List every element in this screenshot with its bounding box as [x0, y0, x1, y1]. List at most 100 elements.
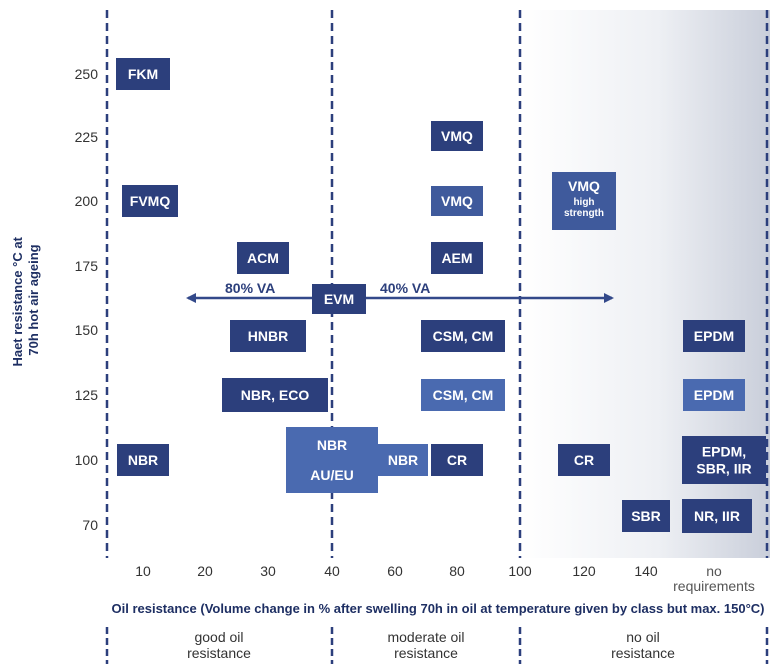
material-box: FKM — [116, 58, 170, 90]
material-label: VMQ — [441, 193, 473, 209]
x-tick-label: 100 — [508, 563, 532, 579]
material-box-rect — [116, 58, 170, 90]
zone-dividers-bottom — [105, 627, 769, 664]
x-tick-label: 20 — [197, 563, 213, 579]
material-label: NBR, ECO — [241, 387, 310, 403]
material-box-rect — [622, 500, 670, 532]
x-tick-label: 120 — [572, 563, 596, 579]
material-box-rect — [431, 121, 483, 151]
material-box-rect — [421, 320, 505, 352]
material-label: strength — [564, 208, 604, 219]
material-label: AU/EU — [310, 467, 354, 483]
zone-label: no oil resistance — [611, 629, 675, 661]
material-box-rect — [230, 320, 306, 352]
material-box: VMQ — [431, 186, 483, 216]
y-tick-labels: 250 225 200 175 150 125 100 70 — [75, 66, 99, 533]
material-label: EVM — [324, 291, 354, 307]
material-box: EPDM — [683, 320, 745, 352]
material-box-rect — [683, 320, 745, 352]
x-tick-label: 10 — [135, 563, 151, 579]
material-box-rect — [312, 284, 366, 314]
material-label: NBR — [128, 452, 158, 468]
x-tick-label-no-requirements: no — [706, 563, 722, 579]
material-box: SBR — [622, 500, 670, 532]
material-label: NBR — [388, 452, 418, 468]
material-label: CR — [447, 452, 467, 468]
material-label: CSM, CM — [433, 387, 494, 403]
material-box: EPDM,SBR, IIR — [682, 436, 766, 484]
material-label: EPDM, — [702, 444, 746, 460]
x-tick-label: 40 — [324, 563, 340, 579]
material-box: CR — [431, 444, 483, 476]
y-tick-label: 125 — [75, 387, 99, 403]
material-box: NBR — [378, 444, 428, 476]
x-tick-label: 80 — [449, 563, 465, 579]
material-box-rect — [237, 242, 289, 274]
material-box-rect — [286, 427, 378, 493]
y-tick-label: 250 — [75, 66, 99, 82]
material-label: CR — [574, 452, 594, 468]
va-left-label: 80% VA — [225, 280, 275, 296]
material-label: FKM — [128, 66, 158, 82]
material-box: NBR — [117, 444, 169, 476]
material-box: CSM, CM — [421, 320, 505, 352]
y-tick-label: 70 — [82, 517, 98, 533]
material-box: NR, IIR — [682, 499, 752, 533]
material-box: NBR, ECO — [222, 378, 328, 412]
va-right-label: 40% VA — [380, 280, 430, 296]
material-label: AEM — [441, 250, 472, 266]
material-label: HNBR — [248, 328, 288, 344]
y-tick-label: 225 — [75, 129, 99, 145]
material-label: high — [573, 197, 594, 208]
material-box-rect — [558, 444, 610, 476]
material-label: EPDM — [694, 328, 734, 344]
material-label: NR, IIR — [694, 508, 740, 524]
material-box: NBR AU/EU — [286, 427, 378, 493]
x-tick-label-no-requirements: requirements — [673, 578, 755, 594]
material-box: EPDM — [683, 379, 745, 411]
material-box: AEM — [431, 242, 483, 274]
y-tick-label: 150 — [75, 322, 99, 338]
material-label: SBR — [631, 508, 661, 524]
material-label: VMQ — [441, 128, 473, 144]
material-box-rect — [378, 444, 428, 476]
material-box-rect — [552, 172, 616, 230]
material-box-rect — [117, 444, 169, 476]
material-box-rect — [431, 242, 483, 274]
material-box: CR — [558, 444, 610, 476]
material-box: EVM — [312, 284, 366, 314]
zone-label: good oil resistance — [187, 629, 251, 661]
x-tick-label: 30 — [260, 563, 276, 579]
y-tick-label: 200 — [75, 193, 99, 209]
material-box: CSM, CM — [421, 379, 505, 411]
material-box-rect — [682, 499, 752, 533]
material-box-rect — [683, 379, 745, 411]
material-box-rect — [122, 185, 178, 217]
material-box-rect — [682, 436, 766, 484]
material-label: VMQ — [568, 178, 600, 194]
material-box-rect — [431, 186, 483, 216]
material-box: HNBR — [230, 320, 306, 352]
material-label: CSM, CM — [433, 328, 494, 344]
zone-labels: good oil resistance moderate oil resistance… — [187, 629, 675, 661]
x-tick-label: 140 — [634, 563, 658, 579]
x-tick-label: 60 — [387, 563, 403, 579]
material-box: FVMQ — [122, 185, 178, 217]
zone-label: moderate oil resistance — [387, 629, 464, 661]
material-box-rect — [222, 378, 328, 412]
material-label: EPDM — [694, 387, 734, 403]
y-tick-label: 100 — [75, 452, 99, 468]
y-axis-label: Haet resistance °C at 70h hot air ageing — [10, 233, 41, 366]
material-label: SBR, IIR — [696, 461, 751, 477]
y-tick-label: 175 — [75, 258, 99, 274]
x-axis-label: Oil resistance (Volume change in % after… — [112, 601, 765, 616]
material-box-rect — [431, 444, 483, 476]
material-box-rect — [421, 379, 505, 411]
material-box: VMQ — [431, 121, 483, 151]
material-label: FVMQ — [130, 193, 171, 209]
material-label: ACM — [247, 250, 279, 266]
